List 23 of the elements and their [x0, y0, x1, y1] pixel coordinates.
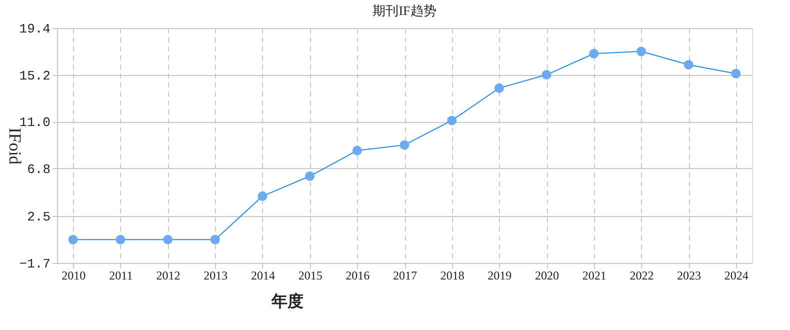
x-tick-label: 2018: [440, 268, 464, 282]
x-tick-label: 2015: [298, 268, 322, 282]
x-tick-label: 2017: [393, 268, 417, 282]
x-tick-label: 2019: [488, 268, 512, 282]
y-tick-label: 2.5: [27, 210, 50, 225]
x-axis-title: 年度: [270, 292, 304, 310]
y-tick-label: 15.2: [19, 68, 50, 84]
x-tick-label: 2010: [62, 268, 86, 282]
x-tick-label: 2012: [156, 268, 180, 282]
y-tick-label: −1.7: [19, 256, 50, 272]
x-tick-label: 2020: [535, 268, 560, 282]
y-tick-label: 19.4: [19, 22, 51, 36]
x-tick-label: 2023: [677, 268, 702, 282]
x-tick-label: 2022: [630, 268, 654, 282]
y-tick-label: 6.8: [27, 162, 50, 177]
y-axis-title: IFoid: [5, 128, 24, 165]
x-tick-label: 2011: [109, 268, 133, 282]
x-tick-label: 2014: [250, 268, 275, 282]
x-tick-label: 2013: [204, 268, 228, 282]
chart-title: 期刊IF趋势: [372, 3, 436, 18]
x-tick-label: 2024: [724, 268, 748, 282]
x-tick-label: 2016: [346, 268, 370, 282]
x-tick-label: 2021: [582, 268, 606, 282]
